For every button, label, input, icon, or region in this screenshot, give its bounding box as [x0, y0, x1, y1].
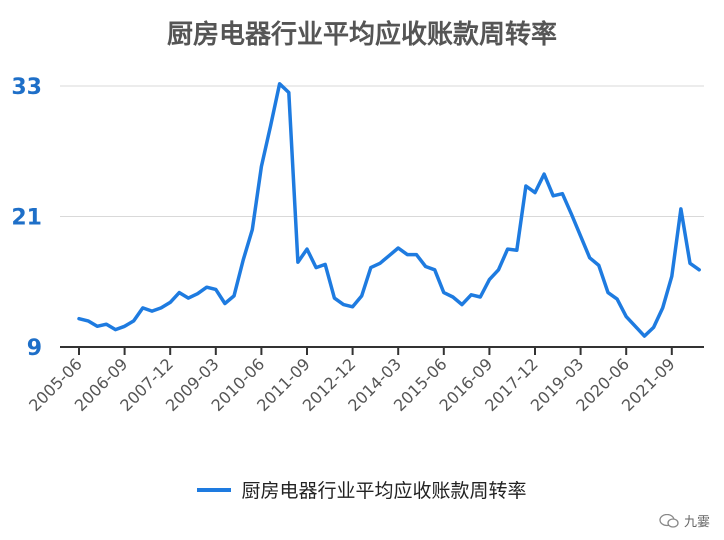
y-axis-ticks: 9 21 33: [11, 75, 42, 361]
watermark-text: 九霎: [683, 515, 710, 530]
y-tick-label-9: 9: [27, 336, 42, 361]
watermark: 九霎: [659, 511, 710, 530]
y-tick-label-33: 33: [11, 75, 42, 100]
series-layer: [77, 82, 701, 338]
wechat-icon: [659, 513, 679, 528]
grid-lines: [60, 85, 704, 217]
legend-label: 厨房电器行业平均应收账款周转率: [241, 480, 527, 502]
chart-title: 厨房电器行业平均应收账款周转率: [166, 20, 557, 50]
legend-swatch: [197, 487, 232, 492]
legend: 厨房电器行业平均应收账款周转率: [0, 476, 724, 503]
y-tick-label-21: 21: [11, 206, 42, 231]
x-axis-ticks: 2005-062006-092007-122009-032010-062011-…: [25, 347, 679, 415]
series-line: [77, 82, 701, 338]
